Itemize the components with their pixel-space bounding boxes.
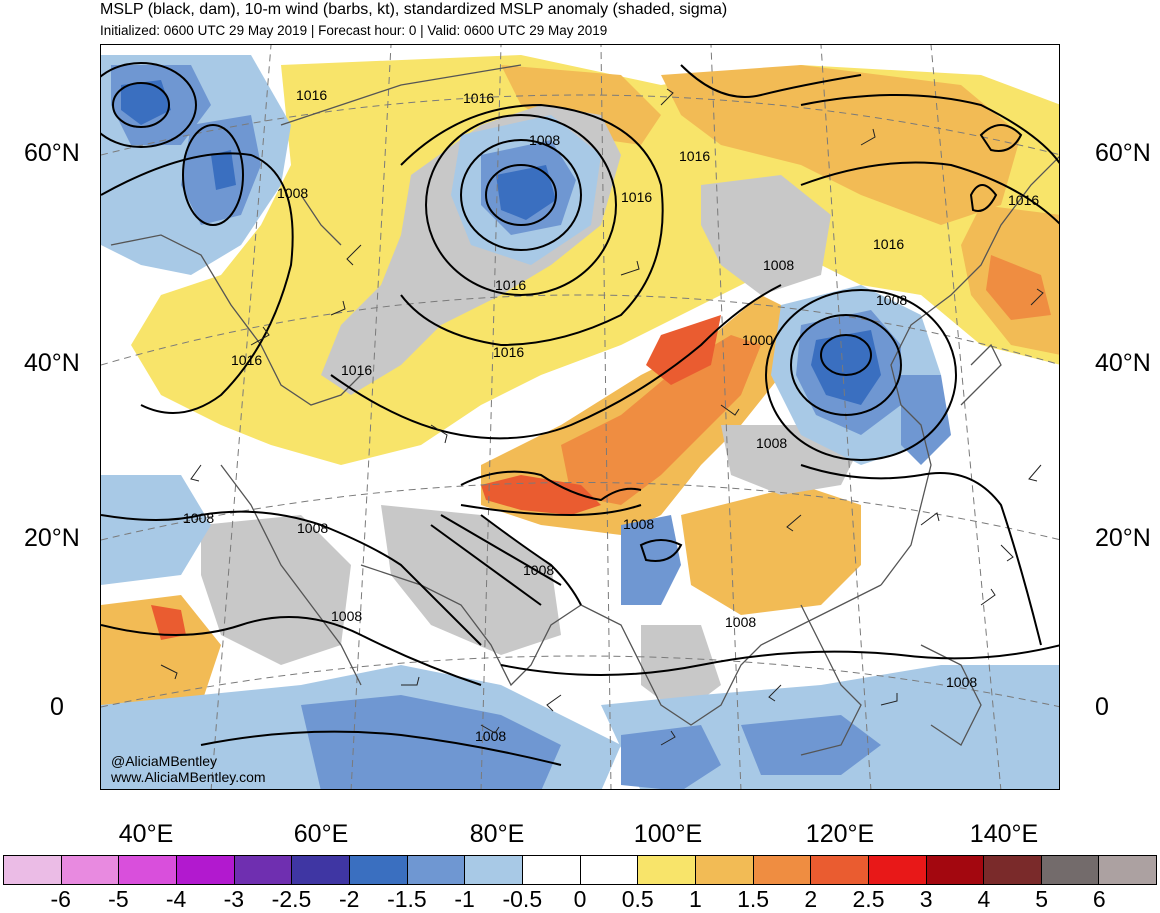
colorbar-box <box>1041 856 1100 884</box>
contour-label: 1016 <box>1008 192 1039 208</box>
colorbar-label: 2.5 <box>852 886 885 912</box>
colorbar-label: 3 <box>919 886 933 912</box>
mslp-contours <box>101 62 1059 766</box>
contour-label: 1016 <box>231 352 262 368</box>
contour-label: 1000 <box>742 332 773 348</box>
wind-barbs <box>160 88 1044 746</box>
colorbar-box <box>638 856 696 884</box>
colorbar-box <box>61 856 120 884</box>
colorbar-box <box>234 856 293 884</box>
colorbar-label: -0.5 <box>502 886 543 912</box>
contour-label: 1008 <box>876 292 907 308</box>
lon-label: 60°E <box>293 820 349 848</box>
contour-label: 1008 <box>297 520 328 536</box>
map-svg: 1016 1016 1016 1016 1016 1016 1016 1016 … <box>101 45 1059 789</box>
colorbar-label: 0.5 <box>621 886 654 912</box>
contour-label: 1008 <box>763 257 794 273</box>
lat-label-right: 40°N <box>1095 349 1151 377</box>
colorbar-box <box>753 856 812 884</box>
colorbar-box <box>868 856 927 884</box>
contour-label: 1008 <box>725 614 756 630</box>
contour-label: 1016 <box>296 87 327 103</box>
lat-label-left: 0 <box>50 693 64 721</box>
colorbar-label: 2 <box>804 886 818 912</box>
colorbar-label: 0 <box>573 886 587 912</box>
lat-label-left: 20°N <box>24 524 80 552</box>
colorbar-label: -6 <box>50 886 71 912</box>
lat-label-right: 0 <box>1095 693 1109 721</box>
lat-label-right: 20°N <box>1095 524 1151 552</box>
colorbar-box <box>695 856 754 884</box>
colorbar-box <box>349 856 408 884</box>
lat-label-left: 40°N <box>24 349 80 377</box>
colorbar <box>3 855 1157 885</box>
lon-label: 140°E <box>969 820 1039 848</box>
colorbar-box <box>407 856 466 884</box>
lat-label-left: 60°N <box>24 139 80 167</box>
lon-label: 100°E <box>633 820 703 848</box>
credit-handle: @AliciaMBentley <box>111 753 218 769</box>
colorbar-label: 5 <box>1035 886 1048 912</box>
lon-label: 80°E <box>469 820 525 848</box>
chart-subtitle: Initialized: 0600 UTC 29 May 2019 | Fore… <box>100 23 608 38</box>
contour-label: 1008 <box>756 435 787 451</box>
colorbar-box <box>811 856 869 884</box>
colorbar-label: 6 <box>1092 886 1106 912</box>
contour-label: 1016 <box>493 344 524 360</box>
colorbar-label: -5 <box>108 886 129 912</box>
contour-label: 1016 <box>341 362 372 378</box>
lat-label-right: 60°N <box>1095 139 1151 167</box>
contour-label: 1016 <box>679 148 710 164</box>
contour-label: 1016 <box>463 90 494 106</box>
lon-label: 40°E <box>118 820 174 848</box>
contour-label: 1008 <box>946 674 977 690</box>
contour-label: 1008 <box>529 132 560 148</box>
chart-title: MSLP (black, dam), 10-m wind (barbs, kt)… <box>100 1 728 18</box>
contour-label: 1016 <box>495 277 526 293</box>
contour-label: 1008 <box>523 562 554 578</box>
contour-label: 1016 <box>621 189 652 205</box>
colorbar-box <box>522 856 581 884</box>
colorbar-label: -1.5 <box>387 886 427 912</box>
colorbar-box <box>1099 856 1157 884</box>
colorbar-box <box>580 856 639 884</box>
colorbar-box <box>984 856 1042 884</box>
contour-label: 1008 <box>475 728 506 744</box>
colorbar-box <box>465 856 523 884</box>
colorbar-label: -2 <box>338 886 360 912</box>
colorbar-box <box>119 856 177 884</box>
colorbar-box <box>926 856 985 884</box>
contour-label: 1016 <box>873 236 904 252</box>
colorbar-label: 1 <box>688 886 702 912</box>
contour-label: 1008 <box>277 185 308 201</box>
graticule <box>101 45 1059 789</box>
colorbar-label: 1.5 <box>737 886 770 912</box>
weather-map: 1016 1016 1016 1016 1016 1016 1016 1016 … <box>100 44 1060 790</box>
contour-label: 1008 <box>331 608 362 624</box>
colorbar-label: -3 <box>223 886 245 912</box>
credit-url: www.AliciaMBentley.com <box>111 769 266 785</box>
anomaly-shading <box>101 55 1059 789</box>
contour-label: 1008 <box>183 510 214 526</box>
colorbar-label: -1 <box>454 886 475 912</box>
contour-label-layer: 1016 1016 1016 1016 1016 1016 1016 1016 … <box>183 87 1039 744</box>
contour-label: 1008 <box>623 516 654 532</box>
lon-label: 120°E <box>805 820 875 848</box>
colorbar-box <box>4 856 62 884</box>
colorbar-box <box>292 856 350 884</box>
colorbar-label: -2.5 <box>271 886 312 912</box>
colorbar-box <box>176 856 235 884</box>
colorbar-label: -4 <box>165 886 187 912</box>
coastlines <box>110 64 1059 756</box>
colorbar-label: 4 <box>977 886 991 912</box>
